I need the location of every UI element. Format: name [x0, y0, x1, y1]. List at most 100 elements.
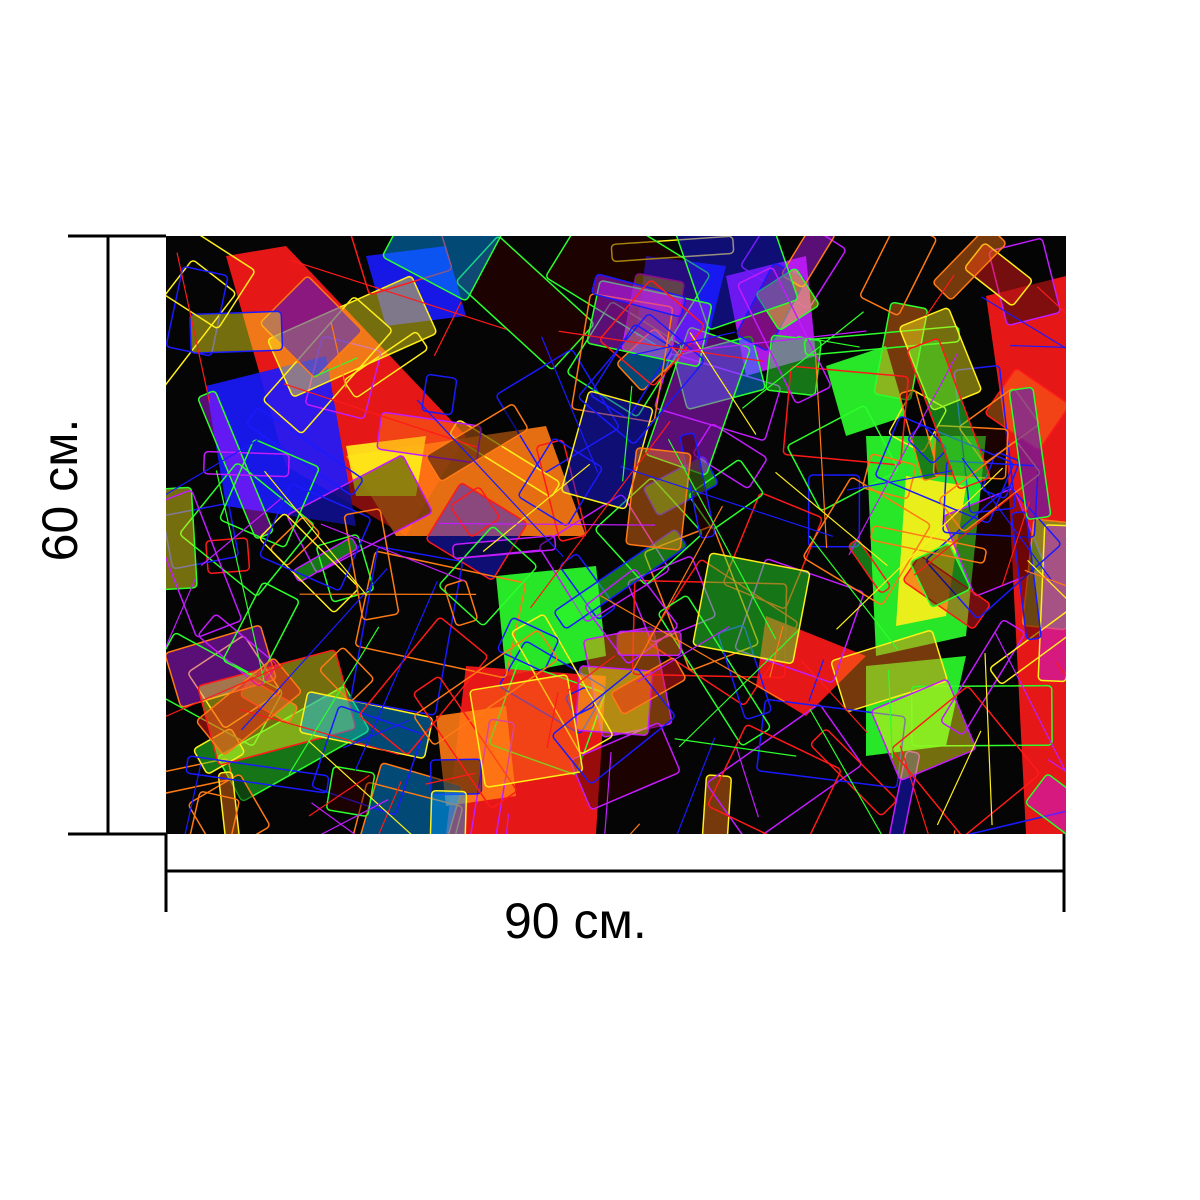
line-stroke	[176, 252, 211, 404]
outlined-shape	[672, 236, 798, 330]
outlined-shape	[196, 658, 302, 755]
outlined-shape	[723, 492, 823, 609]
outlined-shape	[1025, 774, 1066, 834]
line-stroke	[913, 492, 1016, 576]
abstract-artwork-image	[166, 236, 1066, 834]
line-stroke	[529, 420, 671, 609]
line-stroke	[636, 625, 731, 683]
outlined-shape	[316, 534, 374, 603]
line-stroke	[540, 336, 599, 473]
line-stroke	[1036, 286, 1066, 314]
line-stroke	[1001, 501, 1030, 586]
line-stroke	[981, 296, 1066, 350]
line-stroke	[836, 467, 1004, 630]
line-stroke	[311, 802, 356, 834]
line-stroke	[433, 302, 462, 357]
outlined-shape	[689, 459, 764, 529]
outlined-shape	[989, 596, 1066, 684]
outlined-shape	[578, 313, 704, 444]
outlined-shape	[359, 617, 488, 755]
line-stroke	[848, 353, 958, 556]
line-stroke	[166, 577, 197, 648]
outlined-shape	[499, 641, 607, 734]
outlined-shape	[907, 338, 990, 490]
line-stroke	[667, 438, 777, 640]
outlined-shape	[246, 408, 363, 496]
line-stroke	[320, 799, 389, 834]
line-stroke	[735, 747, 760, 818]
outlined-shape	[166, 503, 239, 570]
outlined-shape	[965, 809, 1066, 834]
line-stroke	[200, 497, 283, 566]
line-stroke	[809, 708, 882, 834]
outlined-shape	[489, 662, 605, 775]
outlined-shape	[166, 486, 198, 591]
line-stroke	[801, 660, 868, 734]
outlined-shape	[326, 766, 376, 817]
line-stroke	[288, 626, 380, 775]
outlined-shape	[166, 758, 233, 803]
outlined-shape	[413, 676, 517, 808]
line-stroke	[984, 653, 993, 826]
outlined-shape	[355, 550, 526, 679]
line-stroke	[283, 383, 477, 448]
line-stroke	[354, 580, 438, 771]
line-stroke	[166, 435, 264, 496]
line-stroke	[769, 625, 784, 678]
outlined-shape	[343, 508, 400, 621]
outlined-shape	[803, 477, 931, 605]
outlined-shape	[382, 236, 508, 301]
line-stroke	[678, 630, 799, 748]
outlined-shape	[166, 260, 236, 391]
line-stroke	[438, 522, 656, 526]
outlined-shape	[616, 630, 682, 657]
line-stroke	[456, 549, 541, 559]
outlined-shape	[518, 438, 603, 526]
line-stroke	[290, 259, 507, 330]
line-stroke	[604, 751, 612, 834]
line-stroke	[215, 470, 266, 683]
line-stroke	[482, 463, 591, 552]
outlined-shape	[933, 236, 1006, 300]
outlined-shape	[166, 236, 255, 329]
outlined-shape	[189, 310, 284, 354]
outlined-shape	[217, 771, 246, 834]
line-stroke	[622, 385, 633, 482]
outlined-shape	[908, 424, 947, 464]
outlined-shape	[166, 490, 242, 638]
outlined-shape	[700, 774, 732, 834]
outlined-shape	[717, 625, 772, 720]
width-label: 90 см.	[504, 893, 647, 949]
outlined-shape	[942, 460, 1039, 538]
outlined-shape	[444, 579, 478, 627]
color-field	[346, 436, 426, 496]
line-stroke	[567, 655, 616, 692]
outlined-shape	[1008, 386, 1052, 520]
outlined-shape	[734, 558, 864, 683]
outlined-shape	[787, 405, 899, 511]
outlined-shape	[319, 647, 374, 702]
outlined-shape	[456, 236, 594, 370]
line-stroke	[264, 470, 368, 596]
outlined-shape	[497, 617, 559, 672]
outlined-shape	[311, 705, 423, 815]
line-stroke	[681, 330, 867, 353]
outlined-shape	[860, 236, 937, 316]
outlined-shape	[185, 755, 330, 794]
outlined-shape	[570, 722, 680, 810]
outlined-shape	[450, 420, 560, 497]
outlined-shape	[658, 595, 771, 746]
line-stroke	[925, 274, 955, 316]
outlined-shape	[450, 487, 500, 537]
outlined-shape	[185, 791, 240, 834]
outlined-shape	[223, 582, 300, 679]
outlined-shape	[259, 513, 359, 613]
line-stroke	[814, 348, 828, 548]
outlined-shape	[782, 365, 909, 466]
outlined-shape	[203, 450, 290, 478]
line-stroke	[330, 322, 347, 389]
outlined-shape	[807, 474, 861, 548]
line-stroke	[239, 708, 400, 755]
outlined-shape	[219, 439, 320, 548]
